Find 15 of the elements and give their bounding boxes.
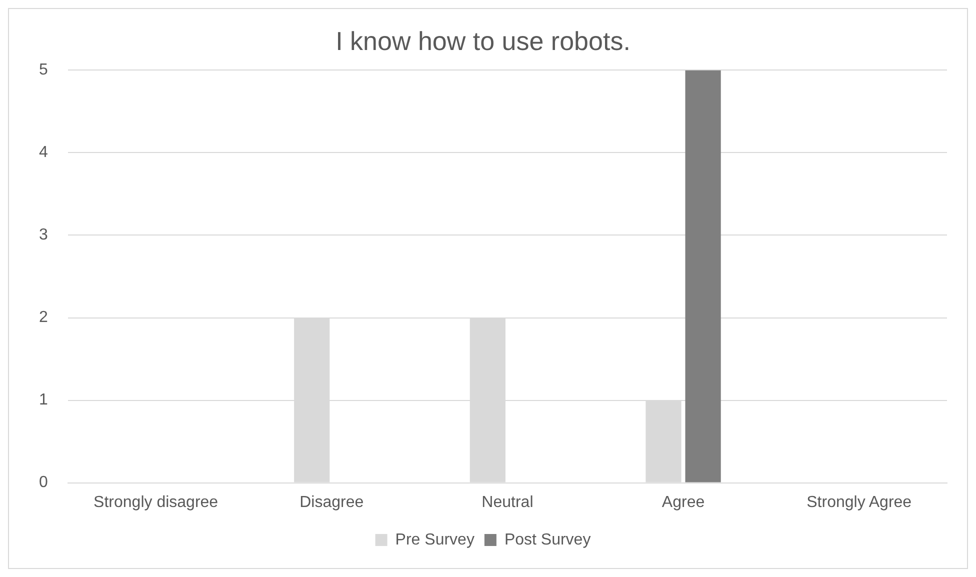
y-tick-label: 1	[38, 392, 48, 409]
x-tick-label: Disagree	[300, 494, 364, 511]
y-tick-label: 5	[38, 62, 48, 79]
x-tick-label: Strongly Agree	[806, 494, 912, 511]
y-tick-label: 4	[38, 144, 48, 162]
legend-label: Pre Survey	[395, 531, 474, 548]
x-tick-label: Agree	[662, 494, 705, 511]
bar	[685, 70, 721, 482]
x-tick-label: Neutral	[482, 494, 534, 511]
x-tick-label: Strongly disagree	[94, 494, 218, 511]
legend-label: Post Survey	[504, 531, 591, 548]
y-tick-label: 2	[38, 309, 48, 326]
y-tick-label: 0	[38, 474, 48, 492]
chart-title: I know how to use robots.	[336, 26, 630, 56]
y-tick-label: 3	[38, 226, 48, 244]
